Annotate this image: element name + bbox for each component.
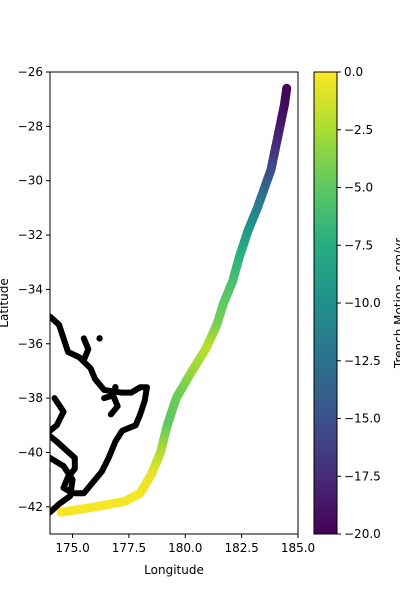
y-axis-label: Latitude bbox=[0, 278, 11, 327]
colorbar-tick-label-7: −17.5 bbox=[344, 469, 381, 483]
x-axis-ticks: 175.0 177.5 180.0 182.5 185.0 bbox=[55, 534, 315, 555]
colorbar-tick-label-5: −12.5 bbox=[344, 354, 381, 368]
colorbar: 0.0 −2.5 −5.0 −7.5 −10.0 −12.5 −15.0 −17.5 −20.0… bbox=[313, 65, 400, 541]
y-tick-label-8: −26 bbox=[18, 65, 43, 79]
y-tick-label-3: −36 bbox=[18, 337, 43, 351]
coastline-point-0 bbox=[96, 335, 103, 342]
plot-area bbox=[49, 71, 299, 535]
y-tick-label-2: −38 bbox=[18, 391, 43, 405]
x-axis-label: Longitude bbox=[144, 563, 204, 577]
y-axis-ticks: −42 −40 −38 −36 −34 −32 −30 −28 −26 bbox=[18, 65, 50, 514]
y-tick-label-0: −42 bbox=[18, 500, 43, 514]
x-tick-label-3: 182.5 bbox=[224, 541, 258, 555]
x-tick-label-2: 180.0 bbox=[168, 541, 202, 555]
coastline-segment-3 bbox=[101, 392, 121, 418]
x-tick-label-4: 185.0 bbox=[281, 541, 315, 555]
x-tick-label-0: 175.0 bbox=[55, 541, 89, 555]
colorbar-tick-label-3: −7.5 bbox=[344, 238, 373, 252]
plot-frame bbox=[49, 71, 299, 535]
trench-layer bbox=[56, 83, 292, 517]
x-tick-label-1: 177.5 bbox=[112, 541, 146, 555]
trench-point-330 bbox=[56, 507, 66, 517]
coastline-segment-4 bbox=[50, 395, 67, 434]
y-tick-label-7: −28 bbox=[18, 119, 43, 133]
coastline-segment-1 bbox=[50, 454, 76, 516]
coastline-segment-2 bbox=[80, 335, 92, 364]
colorbar-label: Trench Motion - cm/yr bbox=[392, 238, 400, 369]
colorbar-tick-label-6: −15.0 bbox=[344, 412, 381, 426]
colorbar-tick-label-0: 0.0 bbox=[344, 65, 363, 79]
y-tick-label-4: −34 bbox=[18, 282, 43, 296]
colorbar-ticks: 0.0 −2.5 −5.0 −7.5 −10.0 −12.5 −15.0 −17.5 −20.0 bbox=[337, 65, 381, 541]
colorbar-tick-label-8: −20.0 bbox=[344, 527, 381, 541]
y-tick-label-6: −30 bbox=[18, 174, 43, 188]
colorbar-gradient bbox=[314, 72, 337, 534]
colorbar-tick-label-1: −2.5 bbox=[344, 123, 373, 137]
y-tick-label-5: −32 bbox=[18, 228, 43, 242]
coastline-layer bbox=[50, 313, 150, 516]
colorbar-tick-label-2: −5.0 bbox=[344, 181, 373, 195]
y-tick-label-1: −40 bbox=[18, 445, 43, 459]
colorbar-tick-label-4: −10.0 bbox=[344, 296, 381, 310]
coastline-point-1 bbox=[112, 384, 119, 391]
